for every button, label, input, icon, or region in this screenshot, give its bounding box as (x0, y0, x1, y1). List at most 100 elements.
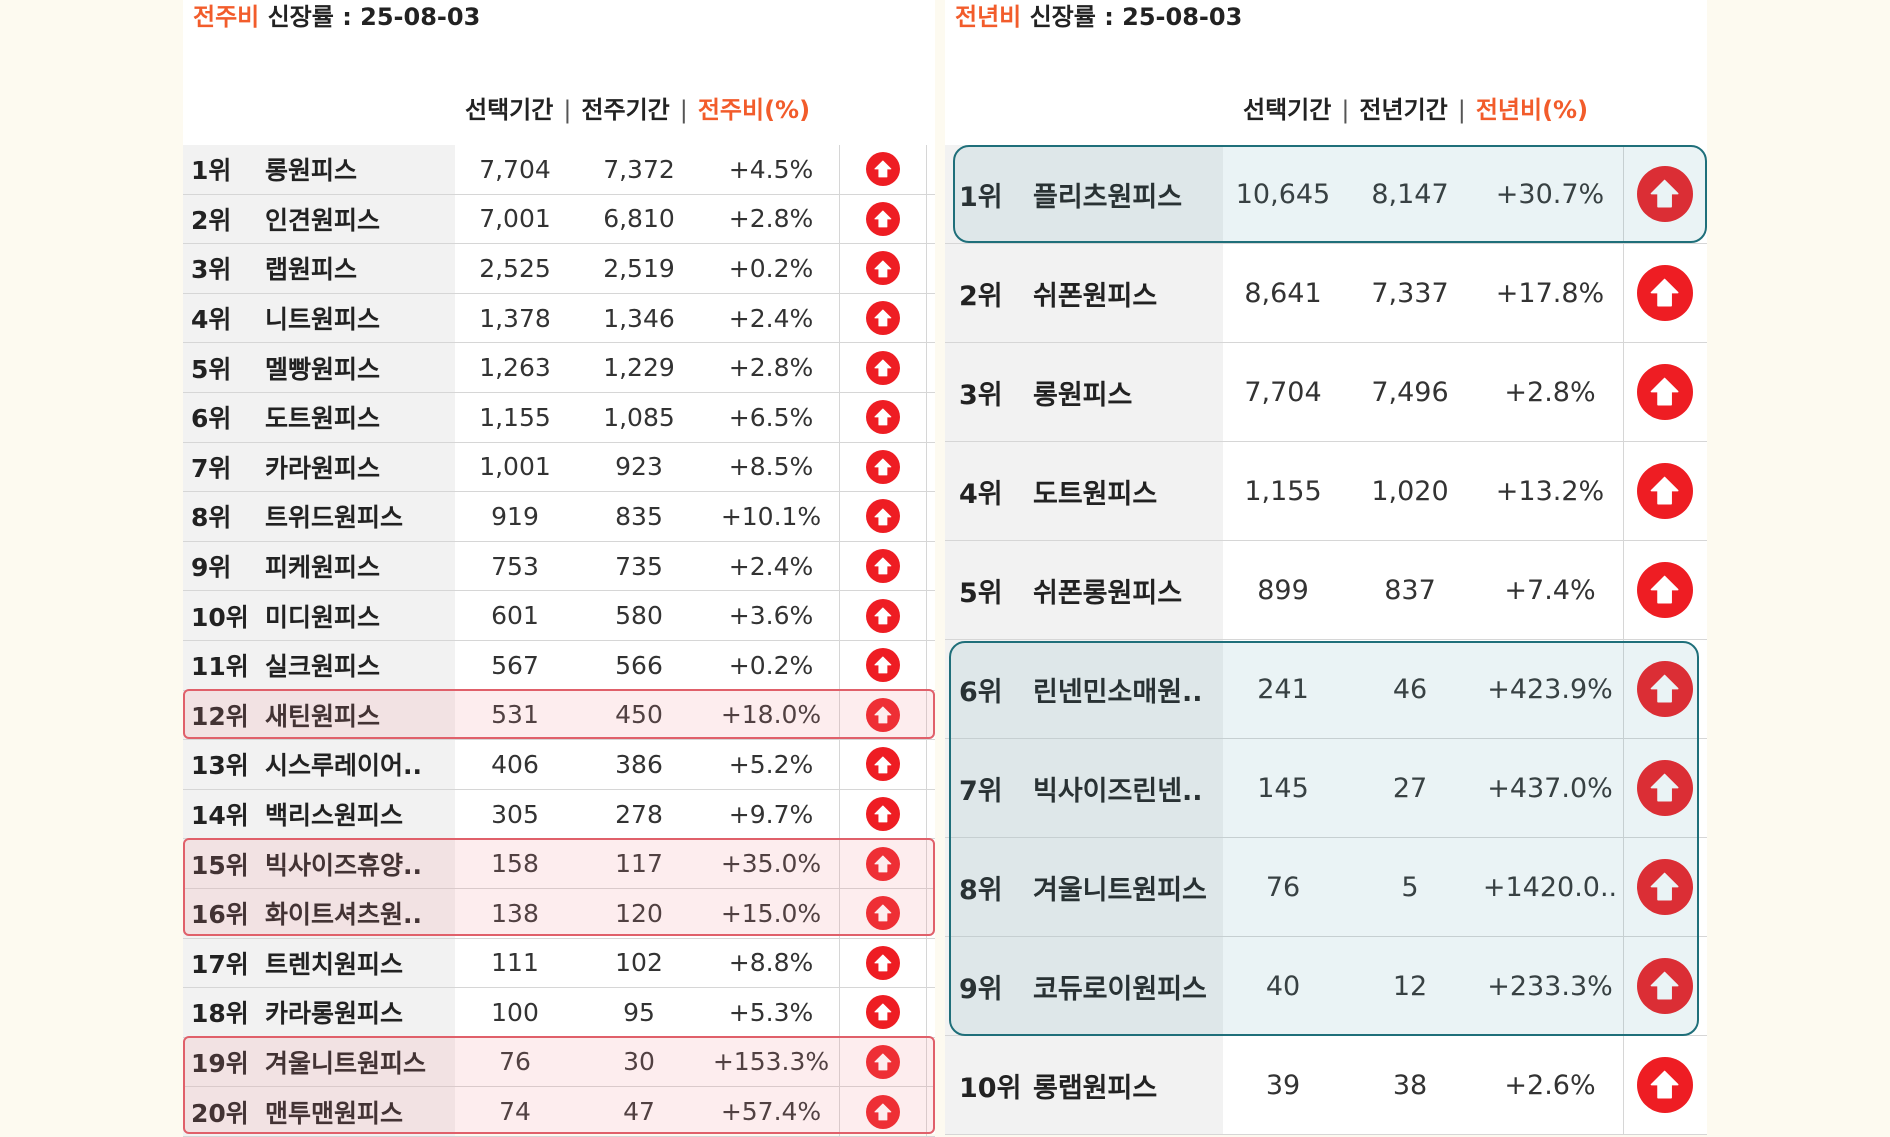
arrow-up-circle-icon (866, 648, 900, 683)
growth-ratio: +5.3% (728, 997, 814, 1027)
rank-name-cell: 5위 멜빵원피스 (183, 343, 455, 392)
arrow-up-circle-icon (1636, 265, 1693, 321)
rank-name-cell: 5위 쉬폰롱원피스 (945, 541, 1223, 639)
rank-label: 3위 (959, 379, 1003, 411)
arrow-up-circle-icon (866, 598, 900, 633)
arrow-up-circle-icon (1636, 661, 1693, 717)
growth-ratio: +233.3% (1487, 970, 1613, 1002)
rank-name-cell: 2위 인견원피스 (183, 194, 455, 244)
selected-period-value: 1,378 (479, 303, 551, 333)
table-row: 5위 멜빵원피스 1,263 1,229 +2.8% (183, 343, 935, 393)
previous-period-value: 27 (1392, 772, 1428, 804)
rank-name-cell: 1위 롱원피스 (183, 145, 455, 194)
arrow-up-circle-icon (866, 945, 900, 980)
item-name: 인견원피스 (265, 205, 381, 235)
rank-label: 5위 (959, 577, 1003, 609)
growth-ratio: +30.7% (1495, 178, 1605, 210)
growth-ratio: +2.8% (728, 204, 814, 234)
table-row: 8위 트위드원피스 919 835 +10.1% (183, 492, 935, 542)
growth-ratio: +2.4% (728, 551, 814, 581)
trend-cell (1623, 937, 1705, 1035)
item-name: 쉬폰롱원피스 (1033, 577, 1183, 609)
arrow-up-circle-icon (866, 1094, 900, 1129)
arrow-up-circle-icon (1636, 364, 1693, 420)
growth-ratio: +18.0% (720, 700, 822, 730)
item-name: 롱랩원피스 (1033, 1072, 1158, 1104)
growth-ratio: +4.5% (728, 154, 814, 184)
rank-name-cell: 10위 미디원피스 (183, 591, 455, 640)
item-name: 니트원피스 (265, 305, 381, 335)
selected-period-value: 10,645 (1235, 178, 1331, 210)
previous-period-value: 6,810 (603, 204, 675, 234)
arrow-up-circle-icon (866, 747, 900, 782)
trend-cell (839, 293, 927, 343)
selected-period-value: 567 (491, 650, 539, 680)
arrow-up-circle-icon (1636, 1057, 1693, 1113)
rank-name-cell: 4위 도트원피스 (945, 442, 1223, 540)
growth-ratio: +153.3% (712, 1047, 830, 1077)
growth-ratio: +35.0% (720, 849, 822, 879)
rank-label: 2위 (191, 205, 232, 235)
rank-name-cell: 7위 카라원피스 (183, 442, 455, 492)
growth-ratio: +1420.0.. (1482, 871, 1618, 903)
col-prev-week: 전주기간 (581, 96, 670, 124)
rank-label: 20위 (191, 1098, 249, 1128)
trend-cell (1623, 244, 1705, 342)
previous-period-value: 5 (1401, 871, 1419, 903)
rank-name-cell: 4위 니트원피스 (183, 293, 455, 343)
trend-cell (839, 640, 927, 690)
growth-ratio: +6.5% (728, 402, 814, 432)
yearly-column-headers: 선택기간 | 전년기간 | 전년비(%) (1243, 96, 1589, 124)
trend-cell (839, 343, 927, 392)
rank-label: 16위 (191, 900, 249, 930)
rank-label: 12위 (191, 701, 249, 731)
trend-cell (839, 194, 927, 244)
selected-period-value: 158 (491, 849, 539, 879)
table-row: 17위 트렌치원피스 111 102 +8.8% (183, 938, 935, 989)
growth-ratio: +437.0% (1487, 772, 1613, 804)
table-row: 16위 화이트셔츠원.. 138 120 +15.0% (183, 888, 935, 939)
previous-period-value: 7,372 (603, 154, 675, 184)
rank-name-cell: 8위 트위드원피스 (183, 492, 455, 541)
rank-name-cell: 8위 겨울니트원피스 (945, 838, 1223, 936)
rank-name-cell: 17위 트렌치원피스 (183, 938, 455, 988)
selected-period-value: 76 (1265, 871, 1301, 903)
rank-label: 8위 (191, 503, 232, 533)
weekly-panel-title: 전주비 신장률 : 25-08-03 (193, 3, 481, 31)
selected-period-value: 8,641 (1244, 277, 1322, 309)
selected-period-value: 753 (491, 551, 539, 581)
previous-period-value: 7,337 (1371, 277, 1449, 309)
item-name: 플리츠원피스 (1033, 181, 1183, 213)
table-row: 18위 카라롱원피스 100 95 +5.3% (183, 988, 935, 1038)
arrow-up-circle-icon (866, 301, 900, 336)
selected-period-value: 305 (491, 799, 539, 829)
item-name: 피케원피스 (265, 553, 381, 583)
previous-period-value: 30 (623, 1047, 655, 1077)
growth-ratio: +9.7% (728, 799, 814, 829)
rank-label: 18위 (191, 999, 249, 1029)
table-row: 1위 롱원피스 7,704 7,372 +4.5% (183, 145, 935, 195)
weekly-ranking-table: 1위 롱원피스 7,704 7,372 +4.5% 2위 인견원피스 7,001 6,810 +2… (183, 145, 935, 1137)
growth-ratio: +15.0% (720, 898, 822, 928)
rank-name-cell: 6위 린넨민소매원.. (945, 640, 1223, 738)
arrow-up-circle-icon (1636, 562, 1693, 618)
table-row: 4위 니트원피스 1,378 1,346 +2.4% (183, 293, 935, 344)
previous-period-value: 12 (1392, 970, 1428, 1002)
selected-period-value: 899 (1257, 574, 1309, 606)
table-row: 11위 실크원피스 567 566 +0.2% (183, 640, 935, 691)
selected-period-value: 76 (499, 1047, 531, 1077)
rank-label: 4위 (959, 478, 1003, 510)
trend-cell (1623, 1036, 1705, 1134)
item-name: 새틴원피스 (265, 701, 381, 731)
arrow-up-circle-icon (1636, 463, 1693, 519)
previous-period-value: 566 (615, 650, 663, 680)
trend-cell (1623, 343, 1705, 441)
col-selected-period: 선택기간 (465, 96, 554, 124)
previous-period-value: 450 (615, 700, 663, 730)
rank-name-cell: 18위 카라롱원피스 (183, 988, 455, 1037)
rank-label: 6위 (191, 404, 232, 434)
item-name: 트위드원피스 (265, 503, 404, 533)
trend-cell (839, 690, 927, 740)
item-name: 카라롱원피스 (265, 999, 404, 1029)
selected-period-value: 39 (1265, 1069, 1301, 1101)
